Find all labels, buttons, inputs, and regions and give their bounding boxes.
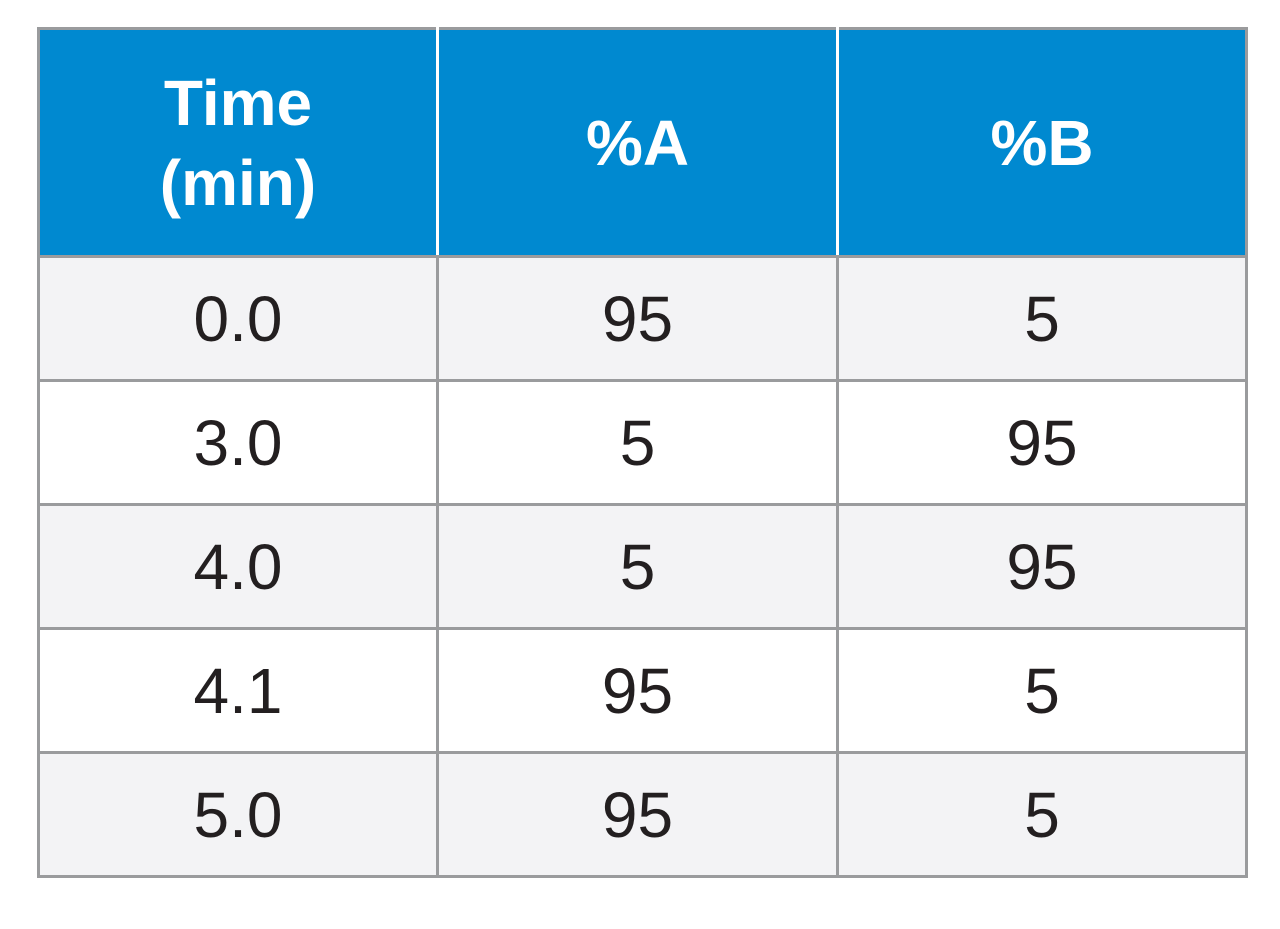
- cell-percent-a: 95: [436, 255, 839, 382]
- table-row: 4.0 5 95: [37, 503, 1248, 630]
- header-time: Time (min): [38, 28, 438, 258]
- cell-time: 4.0: [37, 503, 439, 630]
- cell-percent-a: 5: [436, 503, 839, 630]
- table-header: Time (min) %A %B: [38, 28, 1247, 258]
- table-row: 0.0 95 5: [37, 255, 1248, 382]
- cell-percent-b: 5: [836, 627, 1248, 754]
- cell-percent-b: 5: [836, 751, 1248, 878]
- cell-time: 5.0: [37, 751, 439, 878]
- cell-percent-b: 5: [836, 255, 1248, 382]
- table-row: 4.1 95 5: [37, 627, 1248, 754]
- header-row: Time (min) %A %B: [38, 28, 1247, 258]
- header-time-label: Time: [163, 66, 313, 139]
- header-time-unit: (min): [159, 146, 317, 219]
- header-percent-a: %A: [436, 28, 838, 258]
- table-row: 3.0 5 95: [37, 379, 1248, 506]
- header-percent-b: %B: [836, 28, 1247, 258]
- gradient-table: Time (min) %A %B 0.0 95 5 3.0 5 95 4.0 5…: [37, 27, 1248, 878]
- cell-time: 4.1: [37, 627, 439, 754]
- table-body: 0.0 95 5 3.0 5 95 4.0 5 95 4.1 95 5 5.0 …: [37, 255, 1248, 878]
- cell-percent-b: 95: [836, 503, 1248, 630]
- cell-time: 3.0: [37, 379, 439, 506]
- cell-percent-a: 95: [436, 751, 839, 878]
- cell-percent-a: 5: [436, 379, 839, 506]
- cell-percent-b: 95: [836, 379, 1248, 506]
- table-row: 5.0 95 5: [37, 751, 1248, 878]
- cell-percent-a: 95: [436, 627, 839, 754]
- cell-time: 0.0: [37, 255, 439, 382]
